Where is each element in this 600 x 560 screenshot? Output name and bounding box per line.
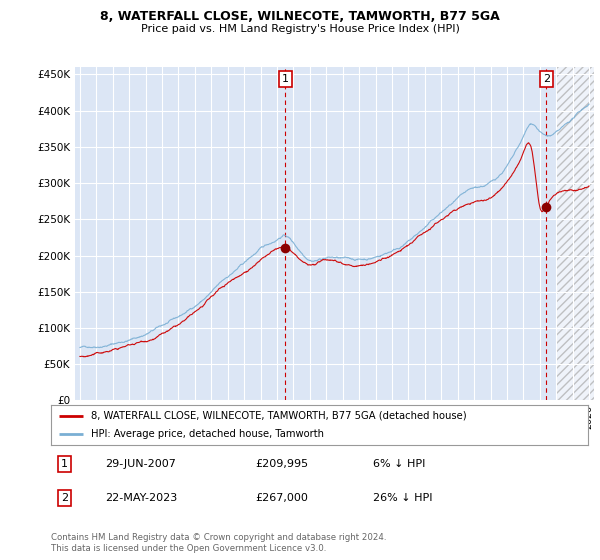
Text: 2: 2 [543,74,550,84]
Text: 8, WATERFALL CLOSE, WILNECOTE, TAMWORTH, B77 5GA (detached house): 8, WATERFALL CLOSE, WILNECOTE, TAMWORTH,… [91,411,467,421]
Text: 1: 1 [61,459,68,469]
Text: 6% ↓ HPI: 6% ↓ HPI [373,459,425,469]
Text: 8, WATERFALL CLOSE, WILNECOTE, TAMWORTH, B77 5GA: 8, WATERFALL CLOSE, WILNECOTE, TAMWORTH,… [100,10,500,23]
Text: £267,000: £267,000 [255,493,308,503]
Text: 2: 2 [61,493,68,503]
Text: Contains HM Land Registry data © Crown copyright and database right 2024.
This d: Contains HM Land Registry data © Crown c… [51,533,386,553]
Text: HPI: Average price, detached house, Tamworth: HPI: Average price, detached house, Tamw… [91,430,324,439]
Text: 29-JUN-2007: 29-JUN-2007 [105,459,176,469]
Bar [556,67,594,400]
Text: Price paid vs. HM Land Registry's House Price Index (HPI): Price paid vs. HM Land Registry's House … [140,24,460,34]
Text: £209,995: £209,995 [255,459,308,469]
Bar [556,67,594,400]
Text: 22-MAY-2023: 22-MAY-2023 [105,493,177,503]
Text: 1: 1 [282,74,289,84]
Text: 26% ↓ HPI: 26% ↓ HPI [373,493,433,503]
